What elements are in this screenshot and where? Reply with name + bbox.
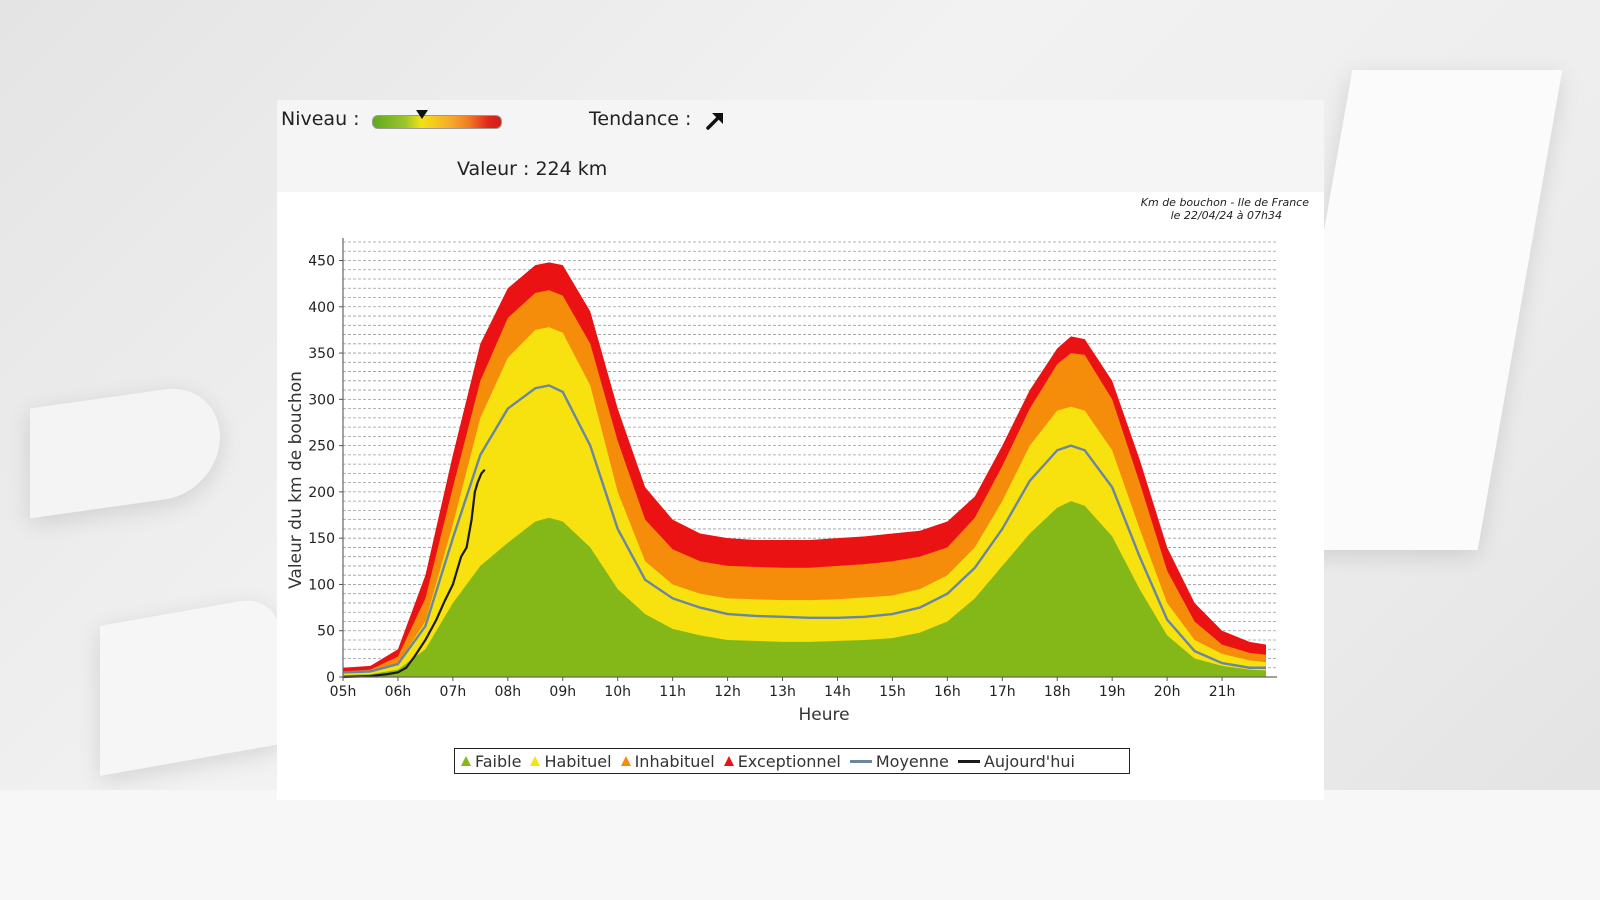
y-tick-label: 450 xyxy=(308,254,335,270)
legend-triangle-icon xyxy=(530,756,541,766)
x-tick-label: 13h xyxy=(769,684,796,700)
y-tick-label: 200 xyxy=(308,485,335,501)
legend-item: Exceptionnel xyxy=(723,751,841,771)
y-tick-label: 350 xyxy=(308,346,335,362)
legend-triangle-icon xyxy=(461,756,471,766)
x-tick-label: 20h xyxy=(1154,684,1181,700)
x-tick-label: 15h xyxy=(879,684,906,700)
y-tick-label: 300 xyxy=(308,392,335,408)
background-floor xyxy=(0,790,1600,900)
x-tick-label: 09h xyxy=(549,684,576,700)
axes: 0 50 100 150 200 250 300 350 400 450 05h 06h 07h 08h 0… xyxy=(308,238,1277,700)
niveau-gauge xyxy=(372,110,502,129)
y-tick-label: 100 xyxy=(308,577,335,593)
area-layer xyxy=(343,262,1267,677)
legend-label: Inhabituel xyxy=(634,751,715,771)
background-shape xyxy=(100,594,280,776)
chart-title: Km de bouchon - Ile de France xyxy=(1141,196,1309,209)
x-tick-label: 17h xyxy=(989,684,1016,700)
x-tick-label: 14h xyxy=(824,684,851,700)
x-tick-label: 11h xyxy=(659,684,686,700)
legend: Faible Habituel Inhabituel Exceptionnel Moye… xyxy=(454,748,1130,774)
y-tick-label: 150 xyxy=(308,531,335,547)
legend-item: Inhabituel xyxy=(620,751,715,771)
y-tick-label: 50 xyxy=(317,624,335,640)
x-tick-label: 10h xyxy=(604,684,631,700)
gauge-marker-icon xyxy=(415,110,428,119)
summary-bar: Niveau : Tendance : Valeur : 224 km xyxy=(277,100,1324,192)
legend-item: Moyenne xyxy=(849,751,949,771)
x-tick-label: 21h xyxy=(1209,684,1236,700)
legend-label: Faible xyxy=(475,751,522,771)
series-moyenne-line xyxy=(342,384,1267,674)
legend-item: Aujourd'hui xyxy=(957,751,1075,771)
chart-subtitle: le 22/04/24 à 07h34 xyxy=(1171,209,1282,222)
x-tick-label: 06h xyxy=(385,684,412,700)
valeur-label: Valeur : 224 km xyxy=(457,158,608,180)
traffic-chart: Km de bouchon - Ile de France le 22/04/2… xyxy=(286,196,1309,725)
tendance-label: Tendance : xyxy=(589,108,692,130)
x-tick-label: 08h xyxy=(494,684,521,700)
y-tick-label: 400 xyxy=(308,300,335,316)
x-tick-label: 18h xyxy=(1044,684,1071,700)
legend-line-icon xyxy=(957,759,980,763)
legend-item: Faible xyxy=(461,752,521,771)
traffic-card: Niveau : Tendance : Valeur : 224 km Km d… xyxy=(277,100,1324,800)
x-tick-label: 07h xyxy=(440,684,467,700)
arrow-up-right-icon xyxy=(706,113,723,130)
x-tick-label: 16h xyxy=(934,684,961,700)
x-tick-label: 12h xyxy=(714,684,741,700)
x-axis-label: Heure xyxy=(798,705,849,725)
y-tick-label: 0 xyxy=(326,670,335,686)
niveau-label: Niveau : xyxy=(281,108,360,130)
legend-label: Habituel xyxy=(544,751,612,771)
series-aujourdhui-line xyxy=(342,468,486,679)
y-tick-label: 250 xyxy=(308,439,335,455)
legend-line-icon xyxy=(849,759,872,763)
legend-label: Exceptionnel xyxy=(737,751,841,771)
legend-label: Aujourd'hui xyxy=(983,751,1075,771)
legend-triangle-icon xyxy=(620,756,631,766)
legend-label: Moyenne xyxy=(875,751,949,771)
legend-triangle-icon xyxy=(723,756,734,766)
x-tick-label: 05h xyxy=(330,684,357,700)
area-faible xyxy=(343,501,1267,677)
background-shape xyxy=(30,381,220,519)
line-layer xyxy=(342,384,1267,679)
x-tick-label: 19h xyxy=(1099,684,1126,700)
legend-item: Habituel xyxy=(530,751,612,771)
y-axis-label: Valeur du km de bouchon xyxy=(286,371,306,589)
